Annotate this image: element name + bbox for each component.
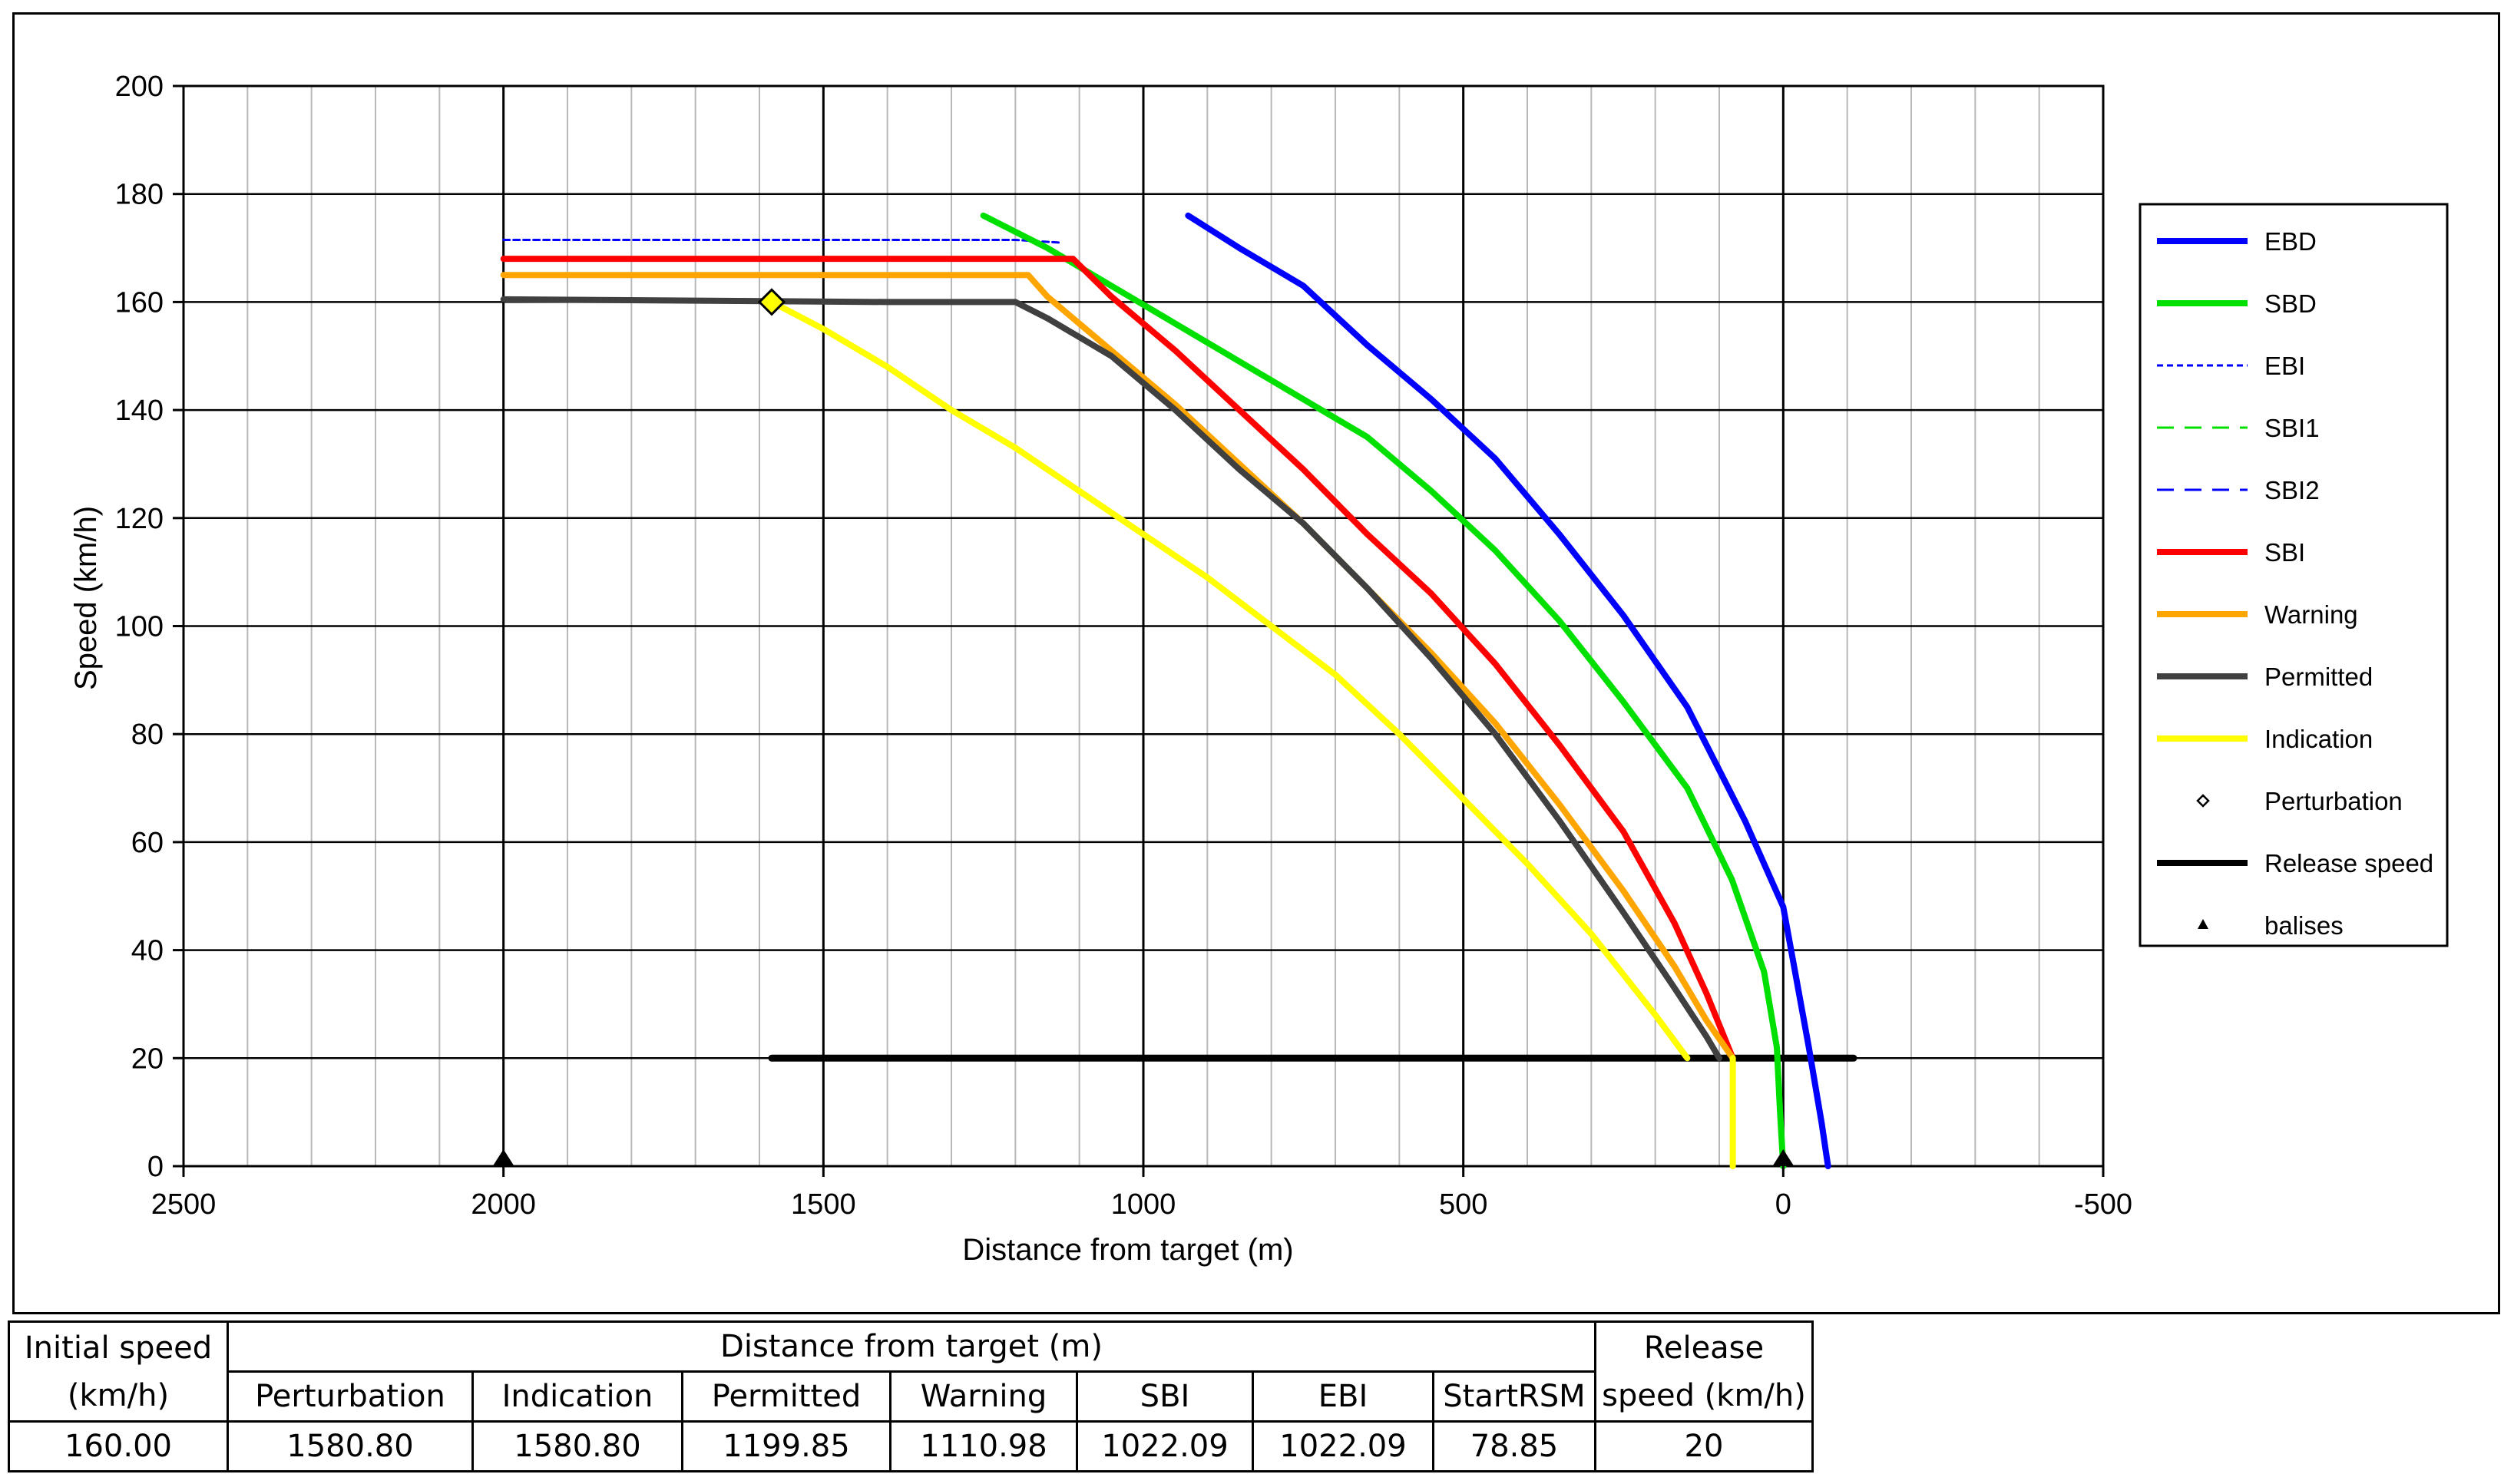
- series-ebi: [502, 238, 1062, 244]
- column-header-warning: Warning: [889, 1370, 1078, 1423]
- x-tick-label: 0: [1775, 1188, 1791, 1221]
- y-tick-label: 140: [115, 395, 164, 427]
- y-tick-label: 60: [131, 827, 164, 859]
- column-header-sbi: SBI: [1076, 1370, 1254, 1423]
- legend-perturbation-label: Perturbation: [2264, 787, 2403, 815]
- release-speed-header-text: Release speed (km/h): [1602, 1330, 1806, 1413]
- x-tick-label: 2500: [151, 1188, 217, 1221]
- perturbation-marker: [757, 288, 786, 316]
- legend-warning-label: Warning: [2264, 600, 2358, 629]
- value-perturbation: 1580.80: [227, 1420, 474, 1472]
- chart-frame: 2500 2000 1500 1000 500 0 -500 0 20 40 60 80 100 120 1…: [12, 12, 2500, 1314]
- value-warning: 1110.98: [889, 1420, 1078, 1472]
- series-indication: [769, 299, 1691, 1062]
- series-ebd: [1185, 212, 1831, 1169]
- y-tick-label: 20: [131, 1043, 164, 1075]
- column-header-indication: Indication: [471, 1370, 683, 1423]
- braking-curves-chart: 2500 2000 1500 1000 500 0 -500 0 20 40 60 80 100 120 1…: [69, 71, 2449, 1267]
- value-startrsm: 78.85: [1432, 1420, 1596, 1472]
- column-header-perturbation: Perturbation: [227, 1370, 474, 1423]
- legend-sbd-label: SBD: [2264, 289, 2317, 318]
- y-tick-label: 80: [131, 719, 164, 751]
- y-tick-label: 0: [147, 1151, 164, 1183]
- legend-ebd-label: EBD: [2264, 227, 2317, 256]
- distance-group-header: Distance from target (m): [227, 1320, 1596, 1373]
- legend-balises-label: balises: [2264, 911, 2344, 940]
- y-tick-label: 180: [115, 179, 164, 211]
- series-layer: [500, 212, 1857, 1169]
- summary-table: Initial speed (km/h) Distance from targe…: [8, 1320, 1814, 1472]
- value-permitted: 1199.85: [681, 1420, 891, 1472]
- x-tick-label: 1000: [1111, 1188, 1176, 1221]
- legend-permitted-label: Permitted: [2264, 663, 2373, 691]
- value-row: 160.00 1580.80 1580.80 1199.85 1110.98 1022.0…: [8, 1420, 1814, 1472]
- legend-indication-label: Indication: [2264, 725, 2373, 753]
- y-axis-title: Speed (km/h): [69, 506, 103, 690]
- marker-layer: [492, 288, 1795, 1166]
- column-header-row: Perturbation Indication Permitted Warning SB…: [9, 1370, 1813, 1423]
- initial-speed-header-text: Initial speed (km/h): [24, 1330, 213, 1413]
- x-axis-title: Distance from target (m): [962, 1233, 1293, 1267]
- legend-ebi-label: EBI: [2264, 352, 2305, 380]
- balise-marker: [1772, 1149, 1795, 1166]
- y-tick-label: 40: [131, 935, 164, 967]
- legend-box: [2139, 203, 2449, 947]
- value-initial-speed: 160.00: [8, 1420, 229, 1472]
- legend-perturbation-swatch: [2196, 794, 2210, 808]
- series-sbd: [980, 212, 1787, 1169]
- initial-speed-header: Initial speed (km/h): [8, 1320, 229, 1423]
- value-sbi: 1022.09: [1076, 1420, 1254, 1472]
- y-tick-label: 120: [115, 503, 164, 535]
- column-header-ebi: EBI: [1252, 1370, 1434, 1423]
- y-tick-label: 100: [115, 611, 164, 643]
- series-permitted: [500, 296, 1722, 1062]
- value-release-speed: 20: [1594, 1420, 1814, 1472]
- value-indication: 1580.80: [471, 1420, 683, 1472]
- grid: [182, 84, 2105, 1168]
- y-tick-label: 160: [115, 286, 164, 319]
- legend-balises-swatch: [2198, 919, 2208, 929]
- x-tick-label: 1500: [791, 1188, 856, 1221]
- y-tick-label: 200: [115, 71, 164, 103]
- legend-sbi2-label: SBI2: [2264, 476, 2320, 504]
- value-ebi: 1022.09: [1252, 1420, 1434, 1472]
- release-speed-header: Release speed (km/h): [1594, 1320, 1814, 1423]
- balise-marker: [492, 1149, 514, 1166]
- legend: EBD SBD EBI SBI1 SBI2 SBI Warning Permitted Indi…: [2139, 203, 2449, 947]
- column-header-permitted: Permitted: [681, 1370, 891, 1423]
- legend-sbi-label: SBI: [2264, 538, 2305, 567]
- legend-release-speed-label: Release speed: [2264, 849, 2433, 878]
- axes: 2500 2000 1500 1000 500 0 -500 0 20 40 60 80 100 120 1…: [115, 71, 2132, 1221]
- legend-sbi1-label: SBI1: [2264, 414, 2320, 442]
- x-tick-label: -500: [2074, 1188, 2132, 1221]
- series-warning: [500, 272, 1736, 1062]
- x-tick-label: 500: [1439, 1188, 1487, 1221]
- x-tick-label: 2000: [471, 1188, 536, 1221]
- series-sbi: [500, 256, 1736, 1062]
- column-header-startrsm: StartRSM: [1432, 1370, 1596, 1423]
